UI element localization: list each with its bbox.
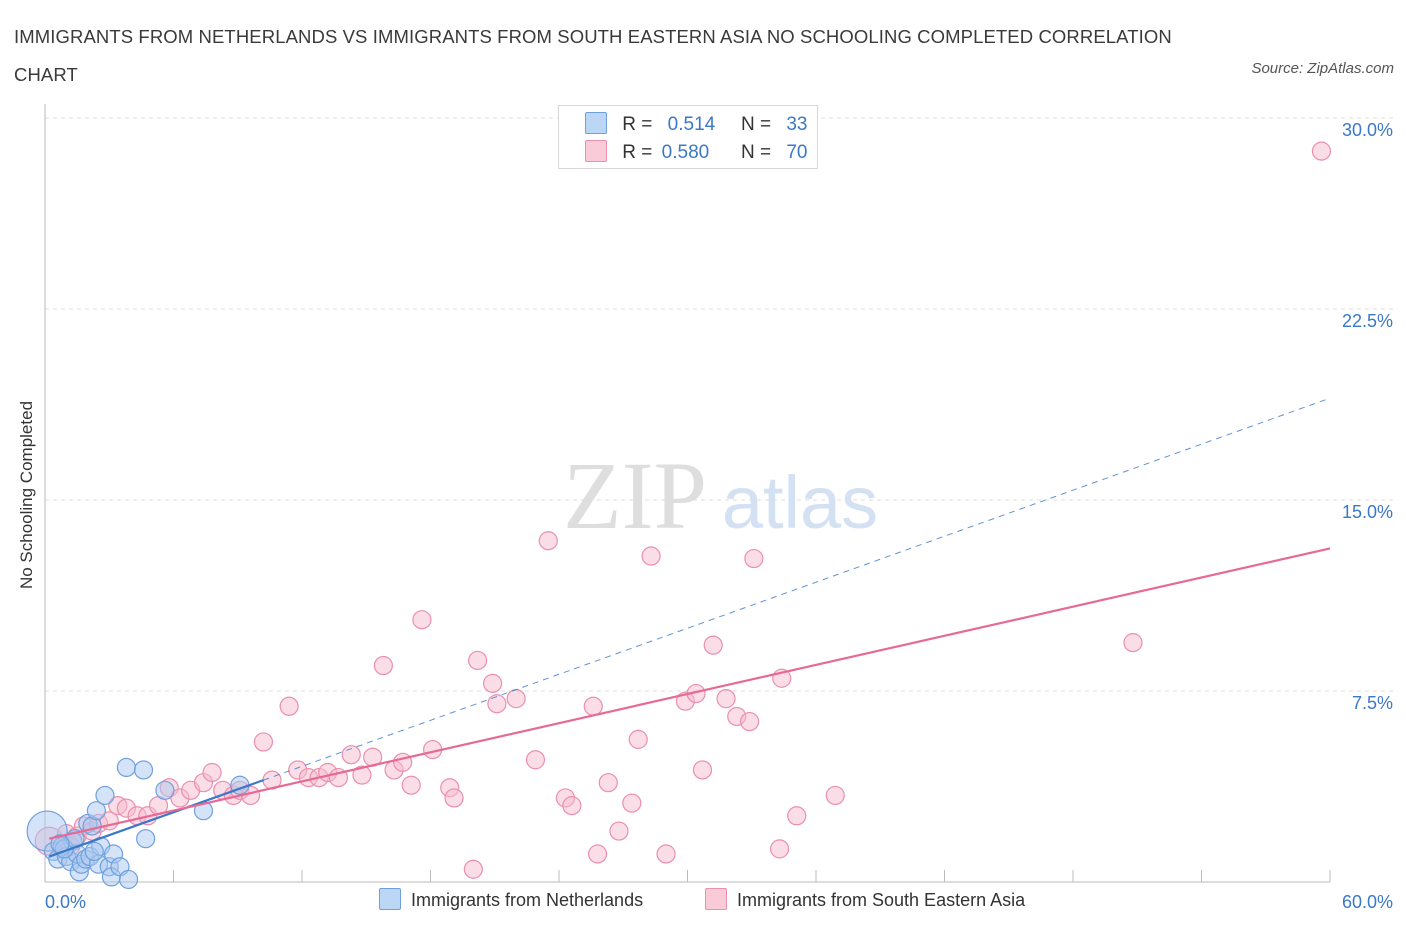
south-eastern-asia-point bbox=[1311, 141, 1332, 161]
legend-item-south-eastern-asia: Immigrants from South Eastern Asia bbox=[705, 888, 1025, 911]
watermark-atlas: atlas bbox=[722, 461, 878, 544]
netherlands-point bbox=[118, 869, 139, 890]
south-eastern-asia-trend-line bbox=[49, 547, 1331, 840]
netherlands-point bbox=[116, 757, 136, 778]
south-eastern-asia-point bbox=[401, 775, 421, 795]
south-eastern-asia-point bbox=[468, 650, 488, 671]
south-eastern-asia-point bbox=[656, 844, 676, 864]
n-label: N = bbox=[740, 142, 772, 163]
y-tick-label: 15.0% bbox=[1342, 502, 1393, 522]
south-eastern-asia-point bbox=[609, 821, 629, 841]
south-eastern-asia-point bbox=[352, 765, 372, 785]
south-eastern-asia-point bbox=[463, 859, 483, 879]
south-eastern-asia-point bbox=[587, 844, 608, 864]
south-eastern-asia-point bbox=[279, 696, 299, 716]
x-tick-label: 0.0% bbox=[45, 892, 86, 912]
south-eastern-asia-point bbox=[769, 839, 790, 859]
netherlands-point bbox=[136, 829, 156, 849]
netherlands-trend-line bbox=[48, 779, 264, 858]
south-eastern-asia-point bbox=[506, 689, 526, 709]
south-eastern-asia-point bbox=[538, 531, 558, 551]
chart-title: IMMIGRANTS FROM NETHERLANDS VS IMMIGRANT… bbox=[14, 26, 1172, 85]
south-eastern-asia-point bbox=[483, 673, 503, 693]
south-eastern-asia-point bbox=[716, 689, 736, 709]
netherlands-point bbox=[95, 785, 115, 806]
south-eastern-asia-point bbox=[412, 610, 432, 630]
y-tick-label: 22.5% bbox=[1342, 311, 1393, 331]
south-eastern-asia-point bbox=[487, 694, 507, 714]
n-label: N = bbox=[740, 114, 772, 135]
south-eastern-asia-point bbox=[598, 773, 618, 793]
south-eastern-asia-point bbox=[444, 788, 464, 808]
source-credit: Source: ZipAtlas.com bbox=[1251, 60, 1394, 77]
south-eastern-asia-point bbox=[825, 785, 845, 806]
watermark-zip: ZIP bbox=[563, 442, 707, 549]
legend-label: Immigrants from South Eastern Asia bbox=[737, 890, 1026, 910]
south-eastern-asia-swatch-icon bbox=[585, 140, 607, 162]
legend-item-netherlands: Immigrants from Netherlands bbox=[379, 888, 643, 911]
legend-label: Immigrants from Netherlands bbox=[411, 890, 644, 910]
south-eastern-asia-point bbox=[1123, 633, 1143, 653]
tick-labels: 7.5% 15.0% 22.5% 30.0% 0.0% 60.0% bbox=[45, 120, 1393, 912]
axes bbox=[44, 104, 1331, 883]
r-value: 0.514 bbox=[667, 114, 716, 135]
netherlands-point bbox=[86, 801, 107, 821]
south-eastern-asia-point bbox=[393, 752, 413, 772]
south-eastern-asia-point bbox=[641, 546, 661, 566]
n-value: 70 bbox=[786, 142, 808, 163]
south-eastern-asia-point bbox=[628, 729, 648, 749]
south-eastern-asia-point bbox=[253, 732, 274, 752]
south-eastern-asia-legend-swatch-icon bbox=[705, 888, 727, 910]
y-tick-label: 30.0% bbox=[1342, 120, 1393, 140]
south-eastern-asia-point bbox=[202, 762, 222, 783]
south-eastern-asia-point bbox=[373, 655, 393, 676]
south-eastern-asia-point bbox=[622, 793, 642, 813]
r-label: R = bbox=[622, 114, 653, 135]
netherlands-point bbox=[133, 760, 154, 780]
netherlands-swatch-icon bbox=[585, 112, 607, 134]
stats-row-netherlands: R = 0.514 N = 33 bbox=[585, 112, 807, 136]
south-eastern-asia-point bbox=[562, 795, 582, 816]
netherlands-point bbox=[84, 841, 104, 862]
south-eastern-asia-point bbox=[787, 806, 807, 826]
stats-legend: R = 0.514 N = 33 R = 0.580 N = 70 bbox=[558, 105, 818, 169]
south-eastern-asia-point bbox=[740, 711, 760, 732]
y-tick-label: 7.5% bbox=[1352, 693, 1393, 713]
south-eastern-asia-point bbox=[692, 760, 713, 780]
watermark: ZIP atlas bbox=[563, 442, 878, 549]
south-eastern-asia-point bbox=[744, 548, 764, 569]
netherlands-point bbox=[155, 780, 175, 800]
x-tick-label: 60.0% bbox=[1342, 892, 1393, 912]
r-value: 0.580 bbox=[661, 142, 710, 163]
south-eastern-asia-point bbox=[525, 750, 546, 770]
south-eastern-asia-point bbox=[703, 635, 723, 655]
r-label: R = bbox=[622, 142, 653, 163]
south-eastern-asia-point bbox=[583, 696, 603, 716]
data-points bbox=[26, 141, 1332, 890]
trend-lines bbox=[48, 397, 1331, 858]
n-value: 33 bbox=[786, 114, 808, 135]
gridlines bbox=[45, 117, 1395, 692]
netherlands-trend-extension bbox=[263, 397, 1331, 781]
netherlands-legend-swatch-icon bbox=[379, 888, 401, 910]
stats-row-south-eastern-asia: R = 0.580 N = 70 bbox=[585, 140, 807, 164]
